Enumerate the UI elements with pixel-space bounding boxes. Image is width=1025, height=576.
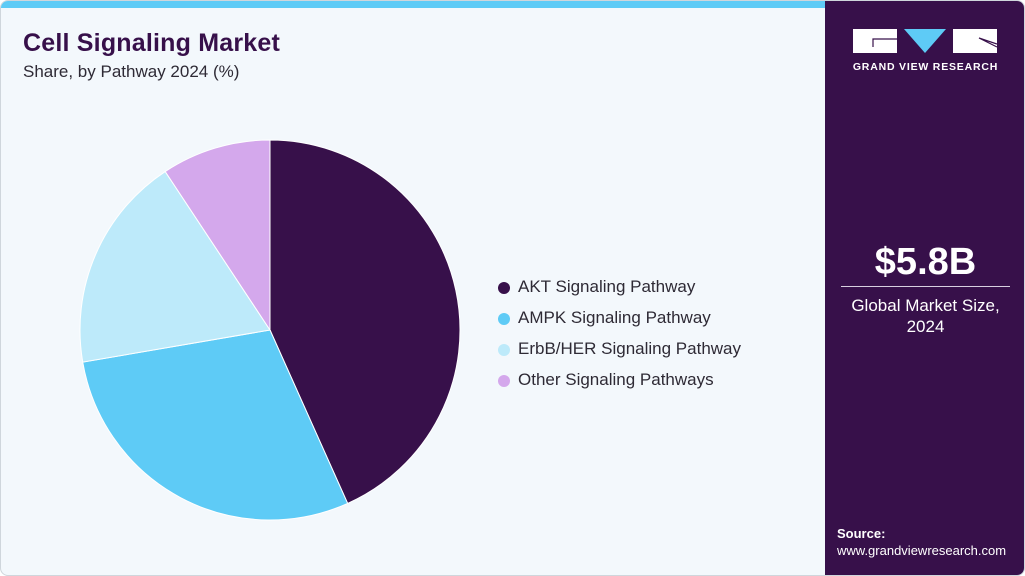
legend-label: ErbB/HER Signaling Pathway [518, 338, 742, 358]
legend-item-other: Other Signaling Pathways [498, 364, 741, 395]
legend-item-akt: AKT Signaling Pathway [498, 271, 741, 302]
pie-slice-akt-signaling-pathway [269, 139, 461, 505]
market-size-value: $5.8B [874, 241, 977, 283]
legend-label: AKT Signaling Pathway [518, 276, 696, 296]
chart-subtitle: Share, by Pathway 2024 (%) [23, 62, 240, 81]
source-label: Source: [837, 526, 886, 541]
logo-text: GRAND VIEW RESEARCH [852, 61, 999, 73]
legend-dot-icon [498, 344, 510, 356]
legend-dot-icon [498, 313, 510, 325]
legend-dot-icon [498, 282, 510, 294]
pie-slice-ampk-signaling-pathway [82, 329, 349, 521]
gvr-logo-icon [853, 29, 997, 53]
legend-item-ampk: AMPK Signaling Pathway [498, 302, 741, 333]
legend-item-erbb: ErbB/HER Signaling Pathway [498, 333, 741, 364]
pie-slice-erbb-her-signaling-pathway [79, 170, 271, 363]
source-link[interactable]: www.grandviewresearch.com [837, 543, 1007, 558]
accent-bar [1, 1, 825, 8]
legend: AKT Signaling Pathway AMPK Signaling Pat… [498, 271, 741, 395]
legend-dot-icon [498, 375, 510, 387]
pie-chart [79, 139, 461, 521]
divider [841, 286, 1010, 287]
pie-slice-other-signaling-pathways [164, 139, 271, 332]
legend-label: Other Signaling Pathways [518, 369, 714, 389]
market-size-label: Global Market Size, 2024 [825, 295, 1024, 337]
market-size-label-line1: Global Market Size, [851, 296, 1000, 315]
legend-label: AMPK Signaling Pathway [518, 307, 711, 327]
market-size-label-line2: 2024 [906, 317, 945, 336]
info-sidebar: GRAND VIEW RESEARCH $5.8B Global Market … [825, 1, 1024, 575]
chart-title: Cell Signaling Market [23, 29, 281, 57]
